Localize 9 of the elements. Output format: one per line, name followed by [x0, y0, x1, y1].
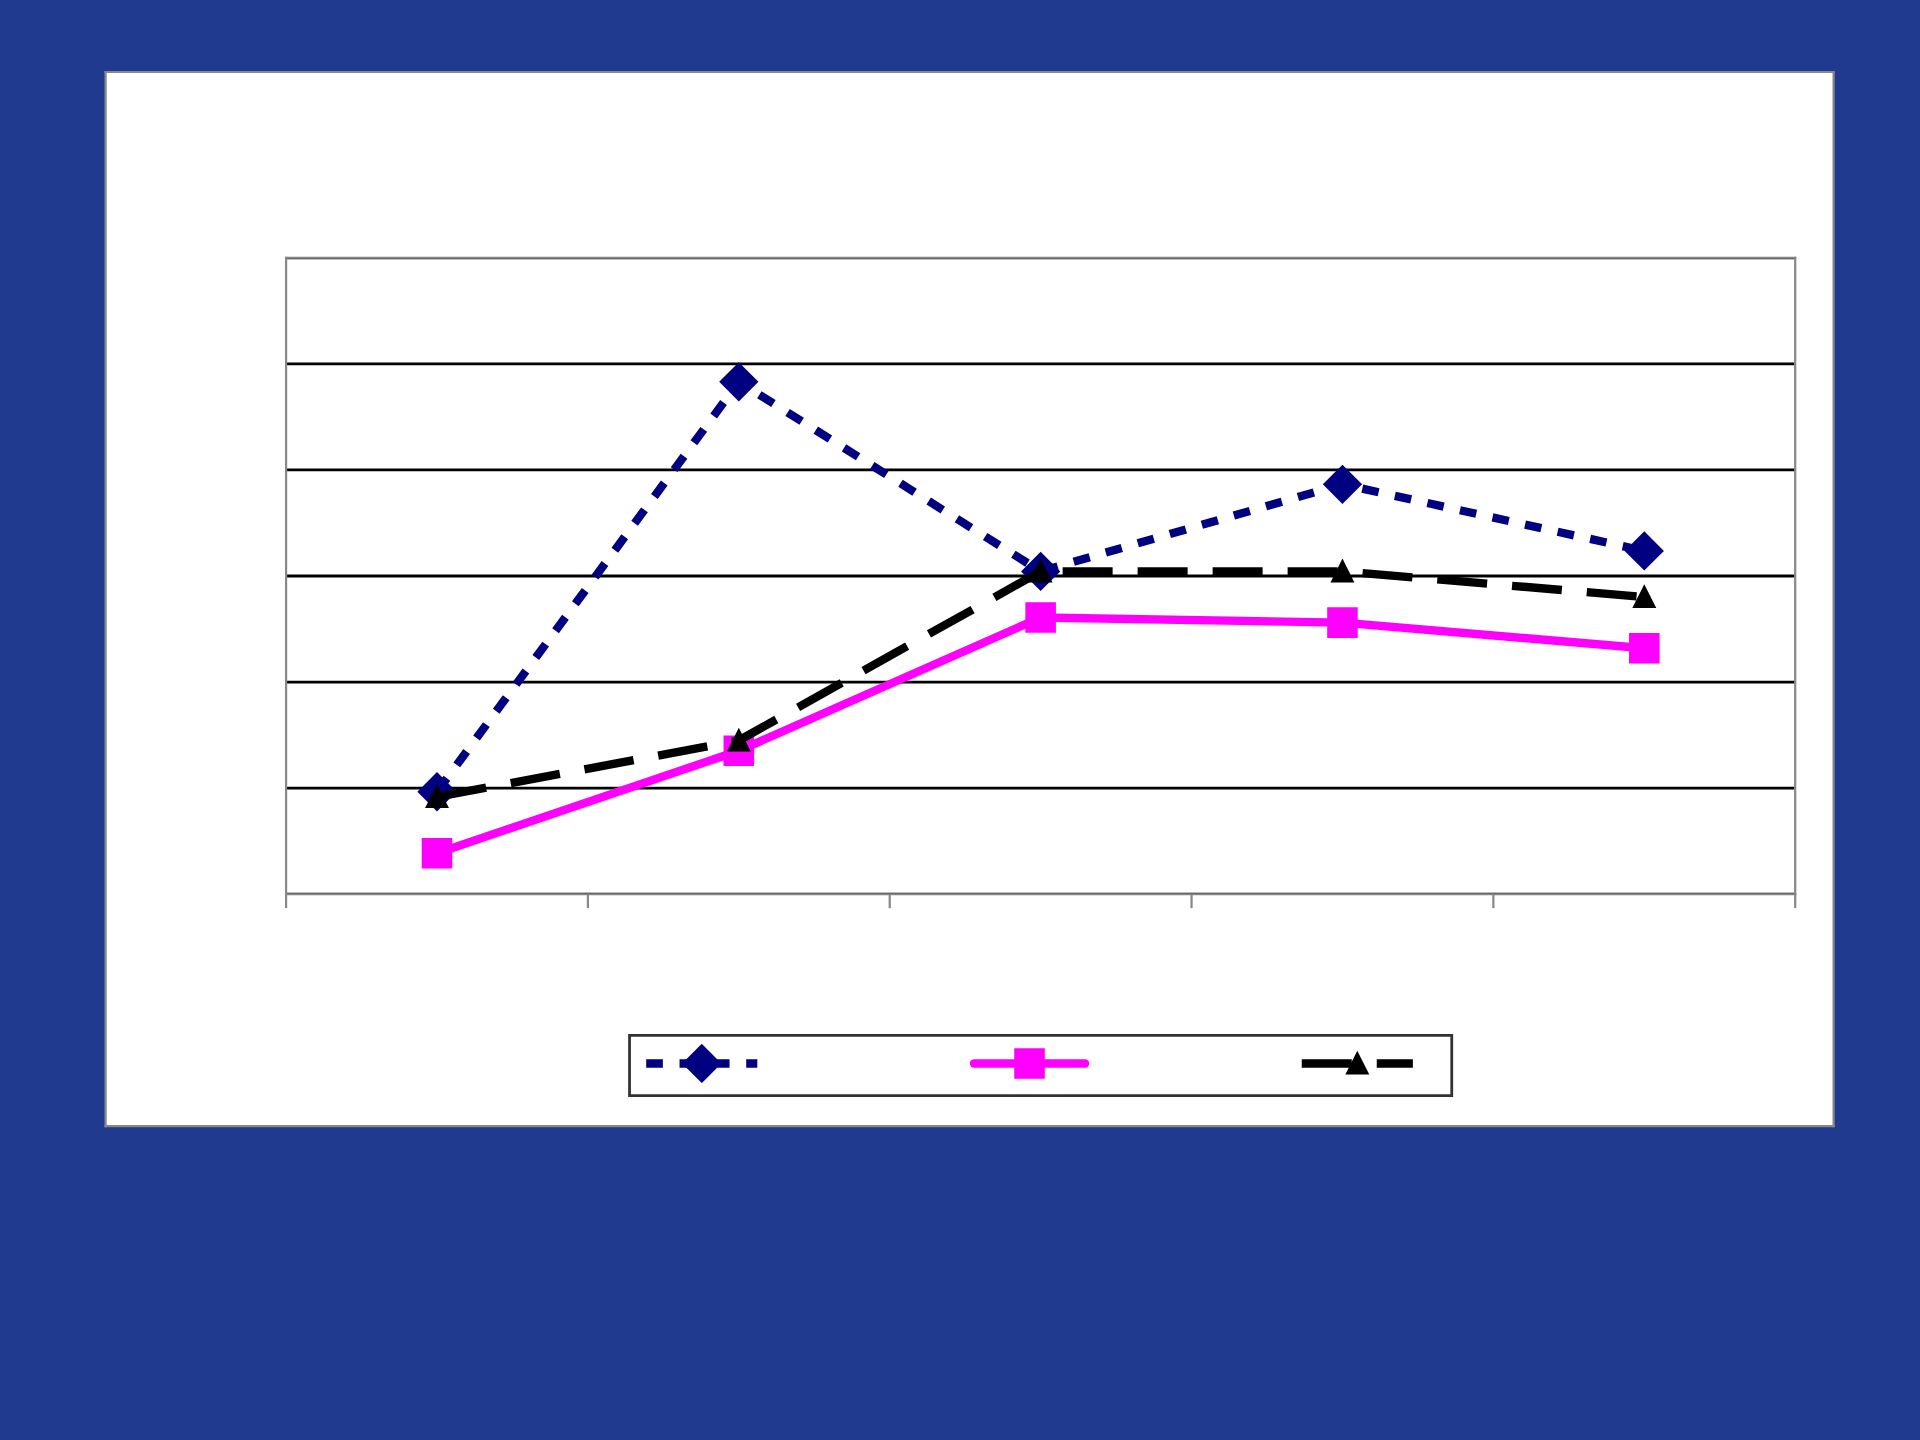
- point: [719, 362, 758, 401]
- point: [1633, 585, 1656, 609]
- point: [1629, 632, 1660, 664]
- point: [1331, 560, 1354, 583]
- point: [421, 837, 453, 869]
- point: [1323, 465, 1362, 504]
- point: [1025, 602, 1056, 633]
- point: [1327, 607, 1358, 638]
- point: [1625, 531, 1664, 570]
